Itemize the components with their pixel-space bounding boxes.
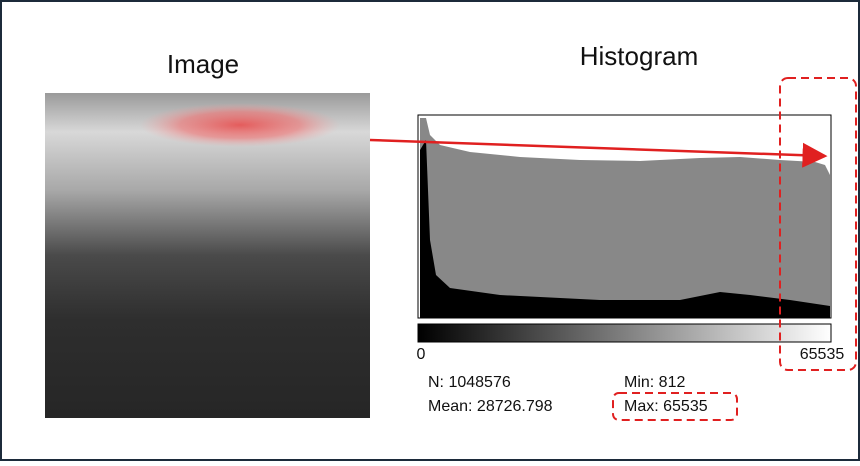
stat-n: N: 1048576	[428, 374, 511, 391]
stat-min: Min: 812	[624, 374, 685, 391]
image-title: Image	[167, 49, 239, 79]
figure: Image Histogram 0 65535 N: 1048576 Mean:…	[0, 0, 860, 461]
axis-max: 65535	[800, 346, 845, 363]
axis-min: 0	[417, 346, 426, 363]
stat-mean: Mean: 28726.798	[428, 398, 553, 415]
saturation-spot	[140, 103, 340, 147]
lut-bar	[418, 324, 831, 342]
histogram-title: Histogram	[580, 41, 698, 71]
stat-max: Max: 65535	[624, 398, 708, 415]
